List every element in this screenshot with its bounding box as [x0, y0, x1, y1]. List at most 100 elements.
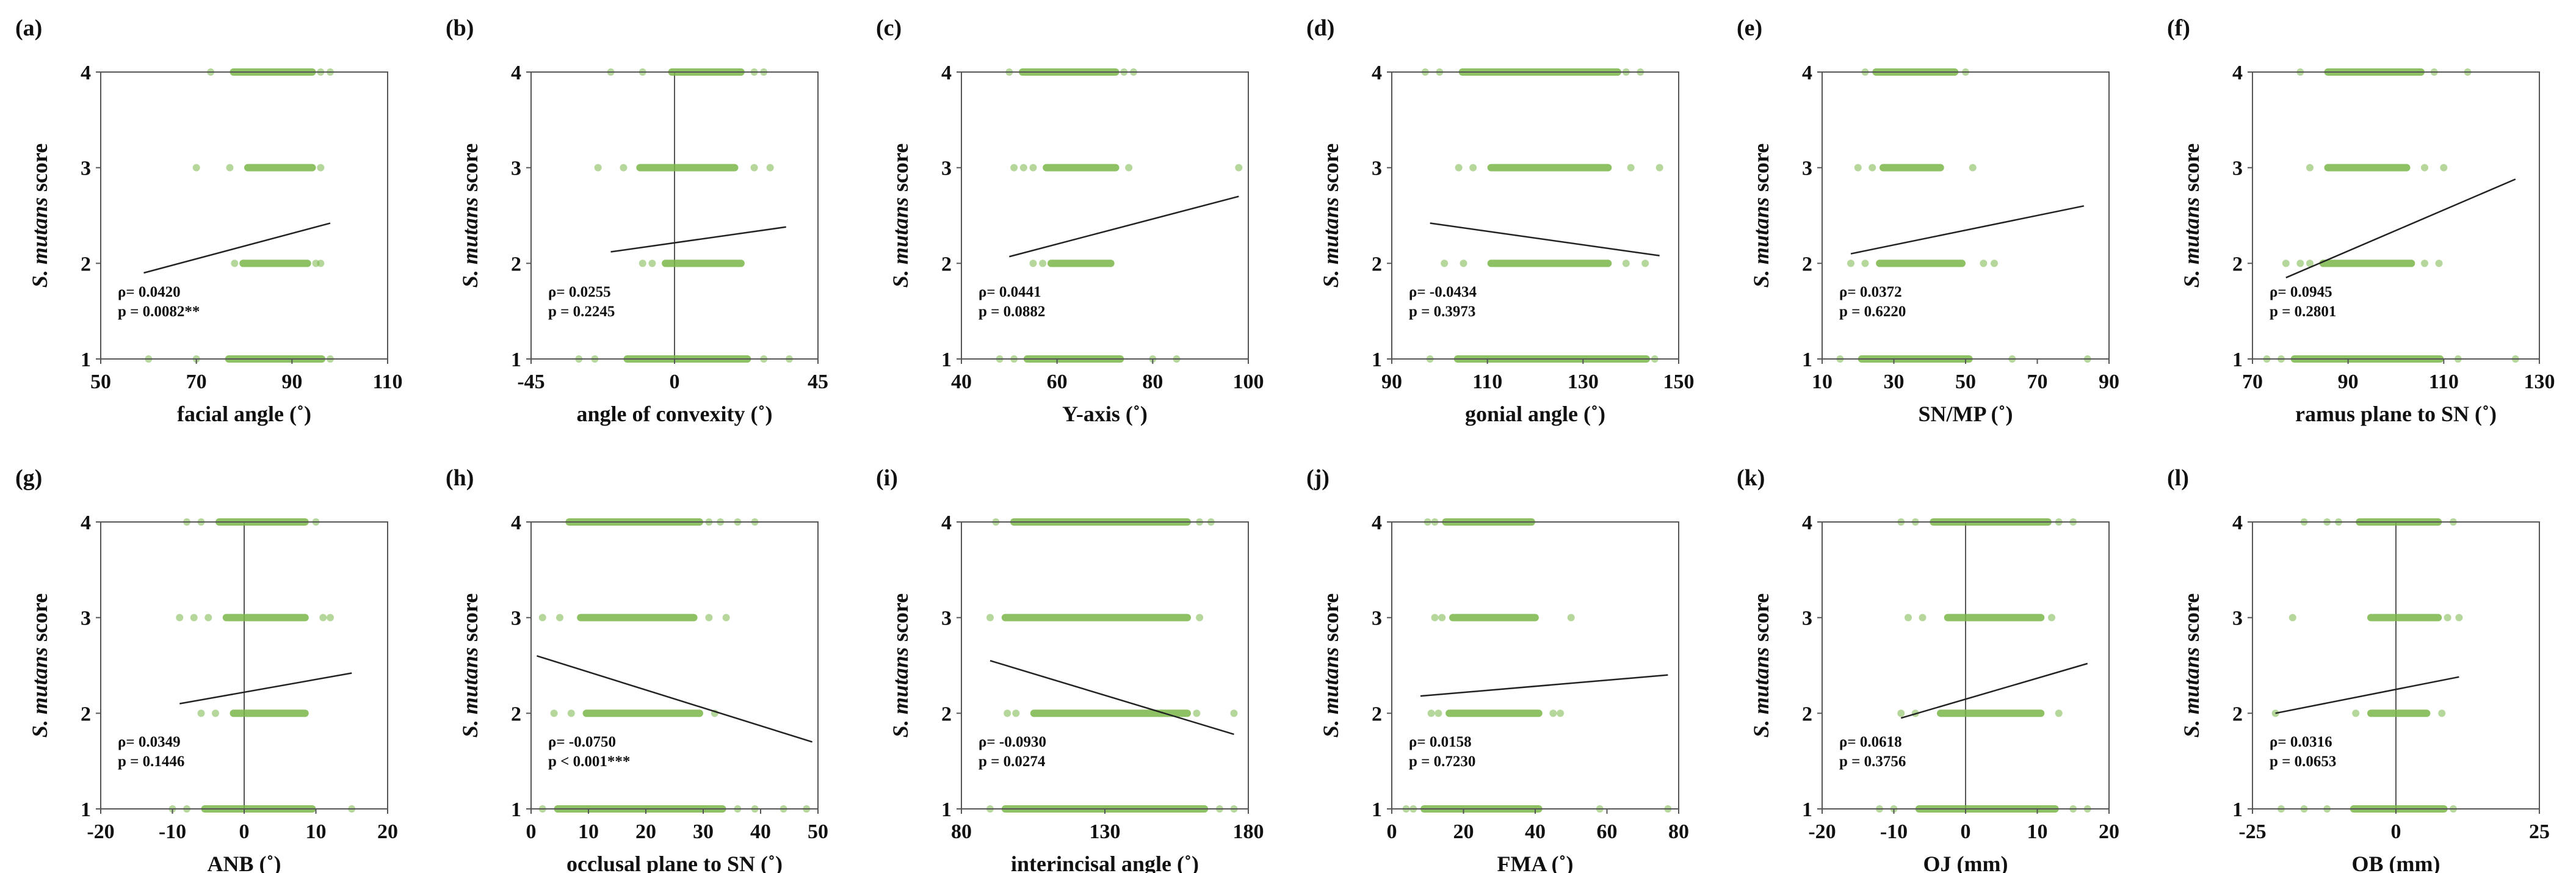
trend-line	[179, 672, 352, 705]
data-point	[1622, 259, 1630, 267]
y-axis-label: S. mutans score	[2179, 143, 2204, 288]
point-band	[2319, 259, 2415, 267]
x-tick-label: -20	[87, 820, 114, 843]
data-point	[1235, 164, 1243, 172]
x-tick-label: 0	[526, 820, 537, 843]
y-axis-label: S. mutans score	[1319, 593, 1343, 737]
y-axis-label-rest: score	[1319, 143, 1343, 197]
y-tick-label: 3	[81, 158, 91, 180]
x-tick-label: 80	[1142, 371, 1163, 393]
y-tick-label: 3	[511, 607, 521, 630]
y-tick-label: 2	[511, 703, 521, 725]
x-tick-label: 40	[750, 820, 771, 843]
x-tick-label: 10	[1812, 371, 1833, 393]
data-point	[2288, 614, 2296, 621]
trend-line	[990, 659, 1234, 735]
y-tick-label: 2	[1372, 703, 1382, 725]
data-point	[1854, 164, 1862, 172]
x-tick-label: 45	[808, 371, 828, 393]
data-point	[722, 614, 730, 621]
plot-frame	[100, 71, 388, 360]
x-tick-label: 60	[1597, 820, 1618, 843]
y-axis-label: S. mutans score	[1749, 593, 1773, 737]
y-tick-label: 4	[511, 62, 521, 84]
y-tick-label: 1	[1372, 799, 1382, 821]
data-point	[1230, 709, 1238, 717]
point-band	[1449, 614, 1539, 621]
panel-label: (c)	[876, 15, 902, 41]
y-tick-label: 2	[1372, 253, 1382, 275]
x-tick-label: 130	[1090, 820, 1121, 843]
rho-label: ρ= 0.0618	[1839, 734, 1902, 750]
trend-line	[1900, 662, 2088, 719]
y-axis-label: S. mutans score	[888, 143, 913, 288]
x-tick-label: 0	[670, 371, 680, 393]
p-value-label: p = 0.3973	[1409, 303, 1475, 320]
point-band	[2367, 709, 2431, 717]
y-tick-label: 3	[1802, 158, 1812, 180]
data-point	[2048, 614, 2055, 621]
y-tick-label: 3	[2232, 607, 2243, 630]
data-point	[176, 614, 184, 621]
data-point	[1549, 709, 1557, 717]
data-point	[190, 614, 198, 621]
panel-b: (b) S. mutans score 1 2 3 4 -45 0 45 angle of con…	[446, 15, 828, 426]
x-tick-label: 70	[186, 371, 207, 393]
data-point	[192, 164, 200, 172]
point-band	[636, 164, 739, 172]
panel-g: (g) S. mutans score 1 2 3 4 -20 -10 0 10 20 ANB (˚)…	[15, 465, 398, 873]
data-point	[2444, 614, 2451, 621]
y-axis-label-italic: S. mutans	[27, 197, 52, 288]
y-tick-label: 2	[941, 703, 952, 725]
data-point	[1431, 614, 1439, 621]
y-tick-label: 4	[81, 512, 91, 534]
x-axis-label: ramus plane to SN (˚)	[2295, 402, 2497, 426]
data-point	[1919, 614, 1927, 621]
panel-label: (a)	[15, 15, 42, 41]
data-point	[2055, 709, 2063, 717]
data-point	[1012, 709, 1020, 717]
x-tick-label: 20	[1453, 820, 1474, 843]
x-axis-label: FMA (˚)	[1497, 852, 1574, 873]
x-tick-label: 50	[808, 820, 828, 843]
point-band	[577, 614, 698, 621]
rho-label: ρ= 0.0372	[1839, 284, 1902, 300]
data-point	[620, 164, 628, 172]
data-point	[1847, 259, 1854, 267]
x-tick-label: 20	[377, 820, 398, 843]
y-tick-label: 2	[81, 703, 91, 725]
y-axis-label-italic: S. mutans	[2179, 197, 2204, 288]
data-point	[2438, 709, 2446, 717]
trend-line	[1420, 674, 1668, 697]
data-point	[648, 259, 656, 267]
data-point	[1004, 709, 1011, 717]
point-band	[2367, 614, 2442, 621]
x-tick-label: 30	[693, 820, 714, 843]
x-tick-label: 10	[2027, 820, 2048, 843]
y-axis-label-rest: score	[27, 143, 52, 197]
x-axis-label: facial angle (˚)	[177, 402, 311, 426]
x-axis-label: Y-axis (˚)	[1062, 402, 1148, 426]
y-tick-label: 2	[2232, 703, 2243, 725]
rho-label: ρ= 0.0255	[548, 284, 611, 300]
y-axis-label-italic: S. mutans	[888, 197, 913, 288]
data-point	[1567, 614, 1575, 621]
y-tick-label: 4	[941, 62, 952, 84]
panel-label: (j)	[1306, 465, 1330, 491]
y-tick-label: 1	[81, 349, 91, 371]
point-band	[1047, 259, 1115, 267]
x-tick-label: 40	[1525, 820, 1546, 843]
data-point	[550, 709, 558, 717]
rho-label: ρ= 0.0349	[118, 734, 181, 750]
x-tick-label: 0	[2391, 820, 2401, 843]
panel-label: (g)	[15, 465, 42, 491]
x-tick-label: 130	[1568, 371, 1599, 393]
data-point	[204, 614, 212, 621]
y-tick-label: 2	[941, 253, 952, 275]
y-axis-label-italic: S. mutans	[1749, 197, 1773, 288]
data-point	[2421, 259, 2428, 267]
y-tick-label: 2	[81, 253, 91, 275]
p-value-label: p = 0.0653	[2270, 753, 2336, 770]
